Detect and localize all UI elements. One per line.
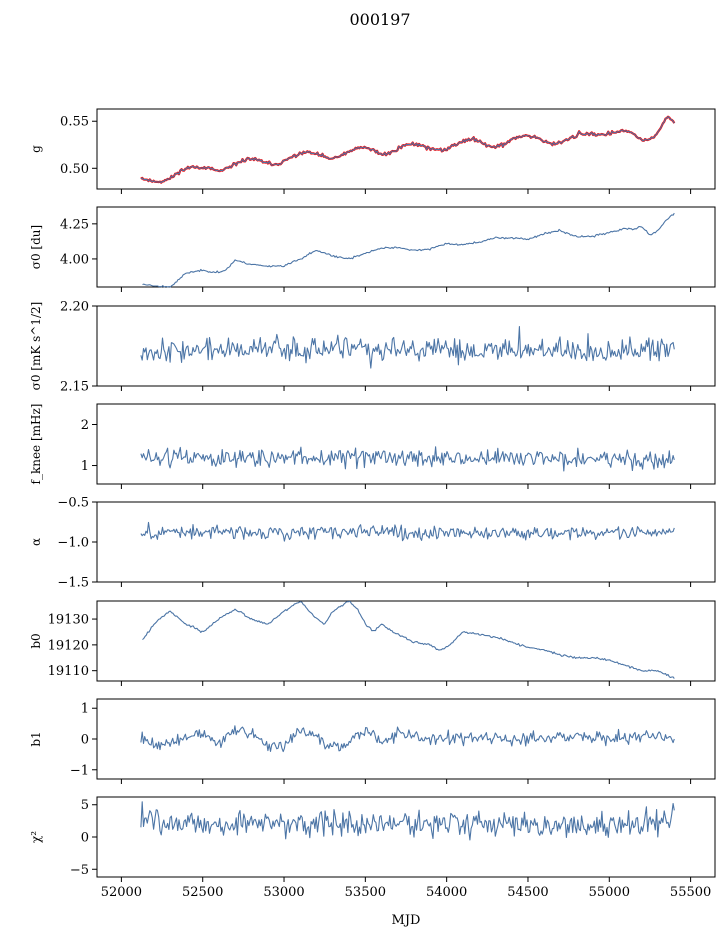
y-axis-label-chi2: χ² [29, 831, 43, 843]
x-tick-label: 53500 [345, 885, 386, 900]
y-axis-label-sigma0_mK: σ0 [mK s^1/2] [29, 302, 43, 391]
panels: 0.50 0.55 g 4.00 4.25 σ0 [du] 2.15 2.20 σ0 [mK s… [29, 108, 716, 900]
y-tick-label: 4.00 [60, 252, 89, 267]
y-tick-label: 19120 [48, 638, 89, 653]
y-tick-label: 0 [81, 831, 89, 846]
x-tick-label: 53000 [263, 885, 304, 900]
y-tick-label: 1 [81, 459, 89, 474]
y-tick-label: −5 [70, 863, 89, 878]
panel-fknee: 1 2 f_knee [mHz] [29, 403, 716, 489]
axes-frame-sigma0_du [96, 206, 716, 288]
series-line-chi2 [140, 801, 675, 841]
x-tick-label: 55000 [589, 885, 630, 900]
y-axis-label-g: g [29, 145, 43, 153]
y-axis-label-fknee: f_knee [mHz] [29, 404, 43, 485]
y-tick-label: 19130 [48, 613, 89, 628]
axes-frame-alpha [96, 501, 716, 583]
x-tick-label: 52000 [101, 885, 142, 900]
x-tick-label: 52500 [182, 885, 223, 900]
panel-chi2: 52000 52500 53000 53500 54000 54500 55000 55500… [29, 796, 716, 900]
series-line-alpha [140, 521, 675, 542]
y-tick-label: −0.5 [57, 496, 89, 511]
axes-frame-sigma0_mK [96, 305, 716, 387]
x-tick-label: 54500 [507, 885, 548, 900]
y-tick-label: −1.0 [57, 536, 89, 551]
y-tick-label: 1 [81, 702, 89, 717]
y-tick-label: 4.25 [60, 217, 89, 232]
x-tick-label: 55500 [670, 885, 711, 900]
y-tick-label: 5 [81, 798, 89, 813]
series-line-sigma0_du [142, 212, 675, 288]
series-line-b1 [140, 725, 675, 753]
panel-b1: −1 0 1 b1 [29, 698, 716, 784]
y-axis-label-b0: b0 [29, 633, 43, 648]
panel-sigma0_mK: 2.15 2.20 σ0 [mK s^1/2] [29, 300, 716, 395]
y-axis-label-b1: b1 [29, 731, 43, 746]
panel-sigma0_du: 4.00 4.25 σ0 [du] [29, 206, 716, 292]
axes-frame-chi2 [96, 796, 716, 878]
panel-g: 0.50 0.55 g [29, 108, 716, 194]
panel-alpha: −1.5 −1.0 −0.5 α [29, 496, 716, 591]
y-tick-label: −1.5 [57, 576, 89, 591]
y-tick-label: 0.55 [60, 115, 89, 130]
series-line-sigma0_mK [140, 326, 675, 369]
y-tick-label: −1 [70, 763, 89, 778]
axes-frame-b1 [96, 698, 716, 780]
x-tick-label: 54000 [426, 885, 467, 900]
y-tick-label: 0.50 [60, 162, 89, 177]
y-tick-label: 19110 [48, 664, 89, 679]
axes-frame-g [96, 108, 716, 190]
chart-title: 000197 [349, 10, 410, 29]
axes-frame-b0 [96, 600, 716, 682]
y-tick-label: 2 [81, 418, 89, 433]
y-tick-label: 2.20 [60, 300, 89, 315]
series-line-fknee [140, 446, 675, 472]
series-line-g [140, 116, 675, 184]
series-line-b0 [142, 600, 675, 679]
x-axis-label: MJD [392, 913, 421, 928]
axes-frame-fknee [96, 403, 716, 485]
y-tick-label: 2.15 [60, 380, 89, 395]
y-axis-label-sigma0_du: σ0 [du] [29, 225, 43, 269]
y-axis-label-alpha: α [29, 538, 43, 546]
y-tick-label: 0 [81, 733, 89, 748]
panel-b0: 19110 19120 19130 b0 [29, 600, 716, 686]
series-overlay-g [140, 115, 676, 184]
